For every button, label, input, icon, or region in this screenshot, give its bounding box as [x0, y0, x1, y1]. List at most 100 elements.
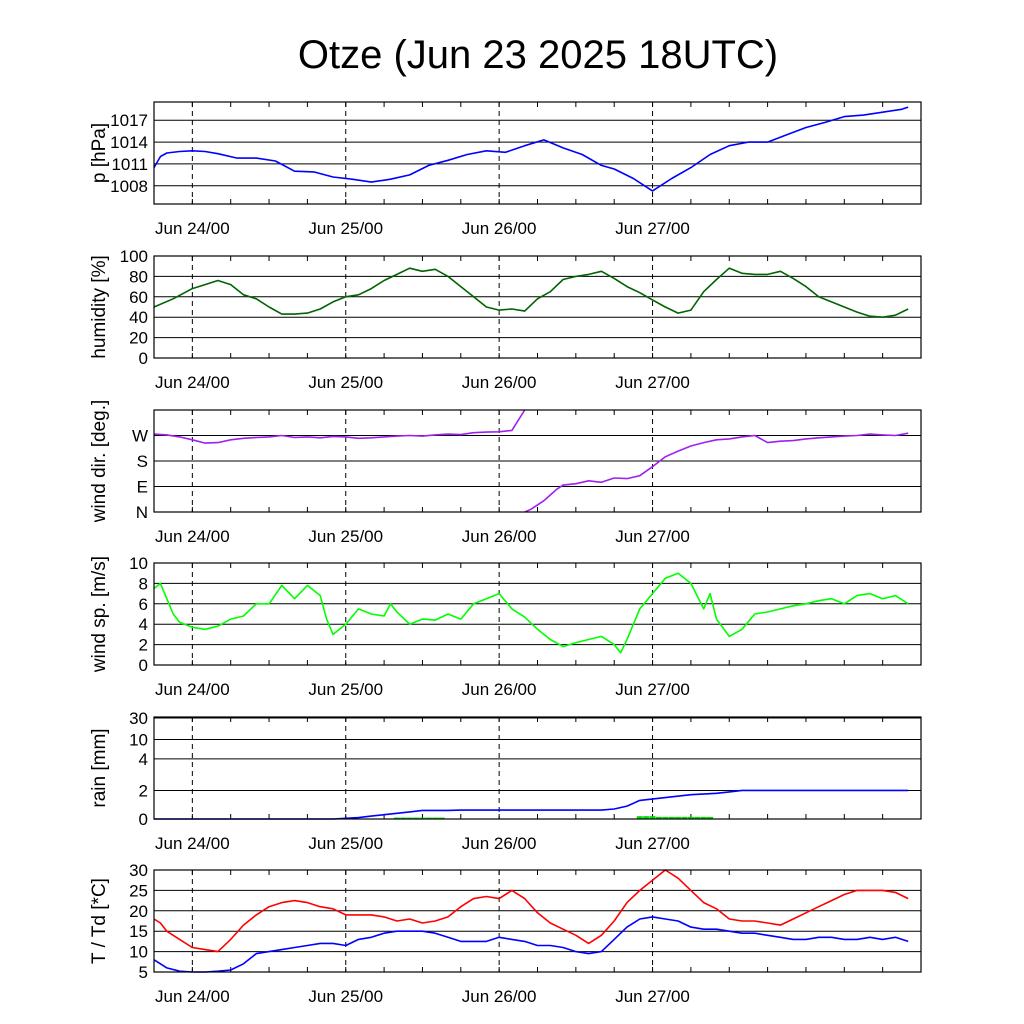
rain-rate-bar — [425, 817, 432, 819]
chart-title: Otze (Jun 23 2025 18UTC) — [298, 33, 778, 77]
x-tick-label: Jun 27/00 — [615, 219, 690, 238]
y-tick-label: 2 — [139, 781, 148, 800]
y-tick-label: E — [137, 478, 148, 497]
x-tick-label: Jun 26/00 — [462, 987, 537, 1006]
x-tick-label: Jun 27/00 — [615, 373, 690, 392]
plot-frame — [153, 101, 922, 205]
series-line-dewpoint — [153, 916, 909, 973]
rain-rate-bar — [687, 816, 694, 819]
pressure-panel: 1008 1011 1014 1017 Jun 24/00 Jun 25/00 Jun 26… — [89, 101, 922, 238]
x-tick-label: Jun 27/00 — [615, 527, 690, 546]
y-tick-label: 1017 — [110, 111, 148, 130]
y-tick-label: 25 — [129, 881, 148, 900]
x-tick-label: Jun 24/00 — [155, 834, 230, 853]
x-tick-label: Jun 24/00 — [155, 987, 230, 1006]
x-tick-label: Jun 26/00 — [462, 373, 537, 392]
x-tick-label: Jun 26/00 — [462, 680, 537, 699]
y-tick-label: 4 — [139, 750, 148, 769]
y-tick-label: 8 — [139, 574, 148, 593]
y-tick-label: W — [132, 427, 148, 446]
y-tick-label: 1014 — [110, 133, 148, 152]
y-tick-label: 5 — [139, 963, 148, 982]
x-tick-label: Jun 27/00 — [615, 834, 690, 853]
y-tick-label: 80 — [129, 267, 148, 286]
rain-rate-bar — [413, 817, 420, 819]
x-tick-label: Jun 27/00 — [615, 680, 690, 699]
y-tick-label: S — [137, 452, 148, 471]
plot-frame — [153, 869, 922, 973]
y-tick-label: 20 — [129, 329, 148, 348]
y-tick-label: 6 — [139, 595, 148, 614]
plot-frame — [153, 255, 922, 359]
y-tick-label: 10 — [129, 943, 148, 962]
y-tick-label: 30 — [129, 861, 148, 880]
y-tick-label: 30 — [129, 709, 148, 728]
rain-rate-bar — [675, 816, 682, 819]
rain-rate-bar — [681, 816, 688, 819]
series-line-wind-speed — [153, 572, 909, 654]
y-axis-label: wind sp. [m/s] — [89, 556, 110, 673]
x-tick-label: Jun 26/00 — [462, 527, 537, 546]
series-line-wind-direction — [153, 409, 909, 513]
rain-rate-bar — [432, 817, 439, 819]
y-axis-label: p [hPa] — [89, 123, 110, 183]
y-axis-label: rain [mm] — [89, 728, 110, 807]
y-axis-label: T / Td [*C] — [89, 878, 110, 964]
rain-rate-bar — [655, 816, 662, 819]
x-tick-label: Jun 24/00 — [155, 373, 230, 392]
y-tick-label: 0 — [139, 810, 148, 829]
rain-rate-bar — [668, 816, 675, 819]
rain-panel: 0 2 410 30 Jun 24/00 Jun 25/00 Jun 26/00 Jun 27… — [89, 709, 922, 853]
y-tick-label: 100 — [120, 247, 148, 266]
x-tick-label: Jun 26/00 — [462, 834, 537, 853]
y-axis-label: humidity [%] — [89, 255, 110, 358]
x-tick-label: Jun 24/00 — [155, 527, 230, 546]
series-line-temperature — [153, 869, 909, 953]
x-tick-label: Jun 24/00 — [155, 219, 230, 238]
x-tick-label: Jun 25/00 — [308, 834, 383, 853]
plot-frame — [153, 716, 922, 820]
rain-rate-bar — [700, 816, 707, 819]
rain-rate-bar — [400, 817, 407, 819]
x-tick-label: Jun 27/00 — [615, 987, 690, 1006]
rain-rate-bar — [419, 817, 426, 819]
series-line-pressure — [153, 106, 909, 192]
x-tick-label: Jun 25/00 — [308, 527, 383, 546]
y-tick-label: 1011 — [111, 155, 148, 174]
series-line-humidity — [153, 267, 909, 318]
y-axis-label: wind dir. [deg.] — [89, 400, 110, 524]
rain-rate-bar — [643, 816, 650, 819]
rain-rate-bar — [438, 817, 445, 819]
rain-rate-bar — [393, 817, 400, 819]
y-tick-label: 40 — [129, 308, 148, 327]
y-tick-label: 2 — [139, 636, 148, 655]
y-tick-label: 0 — [139, 349, 148, 368]
rain-rate-bar — [406, 817, 413, 819]
y-tick-label: 15 — [129, 922, 148, 941]
rain-rate-bar — [707, 816, 714, 819]
y-tick-label: 4 — [139, 615, 148, 634]
y-tick-label: 10 — [129, 554, 148, 573]
y-tick-label: 10 — [129, 730, 148, 749]
rain-rate-bar — [649, 816, 656, 819]
plot-frame — [153, 409, 922, 513]
rain-rate-bar — [694, 816, 701, 819]
y-tick-label: 0 — [139, 656, 148, 675]
rain-rate-bar — [636, 816, 643, 819]
y-tick-label: 60 — [129, 288, 148, 307]
rain-rate-bar — [662, 816, 669, 819]
x-tick-label: Jun 25/00 — [308, 987, 383, 1006]
y-tick-label: N — [136, 503, 148, 522]
x-tick-label: Jun 25/00 — [308, 680, 383, 699]
x-tick-label: Jun 26/00 — [462, 219, 537, 238]
plot-frame — [153, 562, 922, 666]
x-tick-label: Jun 25/00 — [308, 373, 383, 392]
x-tick-label: Jun 24/00 — [155, 680, 230, 699]
y-tick-label: 1008 — [110, 177, 148, 196]
series-line-rain-accumulated — [154, 789, 909, 820]
x-tick-label: Jun 25/00 — [308, 219, 383, 238]
